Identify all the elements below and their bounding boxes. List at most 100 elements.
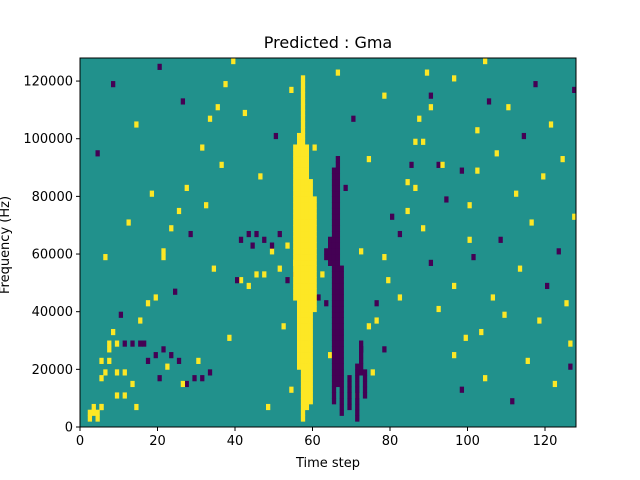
heatmap-cell	[149, 190, 155, 197]
heatmap-cell	[304, 317, 310, 324]
heatmap-cell	[374, 300, 379, 307]
heatmap-cell	[308, 369, 313, 376]
heatmap-cell	[490, 294, 496, 301]
heatmap-cell	[308, 375, 313, 382]
heatmap-cell	[331, 363, 337, 370]
heatmap-cell	[359, 363, 364, 370]
heatmap-cell	[331, 380, 337, 388]
heatmap-cell	[316, 294, 321, 301]
heatmap-cell	[339, 369, 344, 376]
heatmap-cell	[297, 219, 302, 226]
heatmap-cell	[99, 375, 104, 382]
heatmap-cell	[207, 369, 213, 376]
heatmap-cell	[95, 415, 100, 422]
heatmap-cell	[293, 190, 298, 197]
heatmap-cell	[254, 271, 259, 278]
heatmap-cell	[277, 230, 282, 238]
heatmap-cell	[417, 115, 422, 122]
heatmap-cell	[297, 242, 302, 249]
heatmap-cell	[355, 369, 360, 376]
heatmap-cell	[300, 144, 306, 151]
heatmap-cell	[525, 357, 530, 364]
heatmap-cell	[297, 265, 302, 272]
heatmap-cell	[293, 254, 298, 261]
heatmap-cell	[436, 305, 441, 313]
heatmap-cell	[359, 357, 364, 364]
heatmap-cell	[312, 254, 317, 261]
heatmap-cell	[331, 398, 337, 405]
heatmap-cell	[331, 311, 337, 318]
heatmap-cell	[223, 81, 228, 88]
heatmap-cell	[308, 305, 313, 313]
heatmap-cell	[312, 271, 317, 278]
y-tick-label: 120000	[23, 75, 73, 90]
heatmap-cell	[304, 179, 310, 186]
heatmap-cell	[300, 202, 306, 209]
heatmap-cell	[293, 242, 298, 249]
heatmap-cell	[335, 277, 341, 284]
heatmap-cell	[339, 294, 344, 301]
heatmap-cell	[297, 346, 302, 353]
heatmap-cell	[312, 248, 317, 255]
heatmap-cell	[331, 202, 337, 209]
heatmap-cell	[331, 230, 337, 238]
heatmap-cell	[304, 392, 310, 399]
heatmap-cell	[293, 173, 298, 180]
heatmap-cell	[502, 311, 507, 318]
heatmap-cell	[200, 375, 205, 382]
heatmap-cell	[331, 213, 337, 220]
heatmap-cell	[483, 58, 488, 65]
heatmap-cell	[339, 375, 344, 382]
heatmap-cell	[297, 305, 302, 313]
heatmap-cell	[235, 277, 240, 284]
heatmap-cell	[331, 334, 337, 341]
heatmap-cell	[335, 357, 341, 364]
heatmap-cell	[200, 144, 205, 151]
heatmap-cell	[359, 352, 364, 359]
heatmap-cell	[362, 375, 368, 382]
heatmap-cell	[165, 363, 170, 370]
heatmap-cell	[297, 288, 302, 295]
heatmap-cell	[366, 156, 372, 163]
heatmap-cell	[122, 369, 127, 376]
heatmap-cell	[308, 213, 313, 220]
heatmap-cell	[335, 265, 341, 272]
heatmap-cell	[564, 300, 569, 307]
heatmap-cell	[300, 409, 306, 416]
heatmap-cells	[80, 58, 577, 427]
heatmap-cell	[254, 230, 259, 238]
heatmap-cell	[331, 225, 337, 232]
heatmap-cell	[312, 282, 317, 290]
heatmap-cell	[506, 104, 511, 111]
heatmap-cell	[312, 265, 317, 272]
heatmap-cell	[312, 277, 317, 284]
heatmap-cell	[304, 380, 310, 388]
heatmap-cell	[312, 196, 317, 203]
heatmap-cell	[227, 334, 232, 341]
heatmap-cell	[300, 375, 306, 382]
heatmap-cell	[99, 357, 104, 364]
heatmap-cell	[297, 173, 302, 180]
heatmap-cell	[409, 161, 414, 168]
heatmap-cell	[188, 230, 193, 238]
heatmap-cell	[335, 161, 341, 168]
heatmap-cell	[192, 375, 197, 382]
heatmap-cell	[111, 328, 116, 336]
heatmap-cell	[180, 380, 186, 388]
heatmap-cell	[293, 150, 298, 157]
heatmap-cell	[300, 242, 306, 249]
heatmap-cell	[300, 317, 306, 324]
heatmap-cell	[320, 271, 325, 278]
heatmap-cell	[331, 173, 337, 180]
heatmap-cell	[300, 403, 306, 411]
heatmap-cell	[347, 398, 352, 405]
heatmap-cell	[436, 161, 441, 168]
heatmap-cell	[269, 242, 275, 249]
heatmap-cell	[331, 219, 337, 226]
heatmap-cell	[421, 138, 426, 145]
heatmap-cell	[359, 248, 364, 255]
heatmap-cell	[300, 115, 306, 122]
heatmap-cell	[215, 104, 220, 111]
heatmap-cell	[293, 230, 298, 238]
heatmap-cell	[300, 127, 306, 134]
